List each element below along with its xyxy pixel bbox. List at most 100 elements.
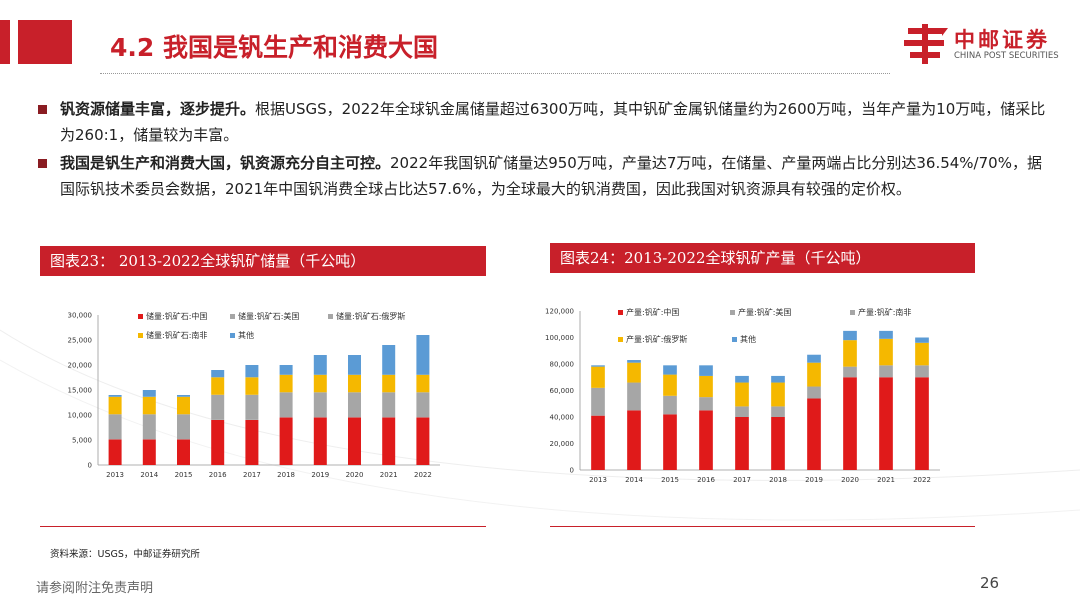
bar-segment bbox=[699, 365, 713, 376]
disclaimer-link[interactable]: 请参阅附注免责声明 bbox=[36, 581, 154, 596]
x-tick-label: 2019 bbox=[311, 471, 329, 479]
bar-segment bbox=[108, 395, 122, 397]
bar-segment bbox=[591, 387, 605, 416]
y-tick-label: 0 bbox=[570, 467, 574, 475]
x-tick-label: 2016 bbox=[209, 471, 227, 479]
bar-segment bbox=[591, 415, 605, 470]
bar-segment bbox=[177, 414, 190, 440]
x-tick-label: 2017 bbox=[733, 476, 751, 484]
logo-subtitle: CHINA POST SECURITIES bbox=[954, 51, 1059, 61]
bar-segment bbox=[211, 377, 225, 395]
x-tick-label: 2020 bbox=[346, 471, 364, 479]
bar-segment bbox=[279, 417, 293, 465]
legend-swatch bbox=[730, 310, 735, 315]
page-number: 26 bbox=[980, 574, 1000, 592]
bar-segment bbox=[735, 417, 749, 470]
bar-segment bbox=[177, 439, 190, 465]
x-tick-label: 2014 bbox=[140, 471, 158, 479]
bar-segment bbox=[279, 374, 293, 393]
y-tick-label: 5,000 bbox=[72, 437, 92, 445]
legend-swatch bbox=[850, 310, 855, 315]
y-tick-label: 15,000 bbox=[68, 387, 93, 395]
bar-segment bbox=[915, 365, 929, 378]
chart-title-reserves: 图表23： 2013-2022全球钒矿储量（千公吨） bbox=[40, 246, 486, 276]
bar-segment bbox=[663, 365, 677, 375]
logo-name: 中邮证券 bbox=[954, 28, 1050, 52]
bar-segment bbox=[663, 374, 677, 396]
bar-segment bbox=[348, 392, 361, 418]
chart-bottom-rule bbox=[40, 526, 486, 527]
x-tick-label: 2020 bbox=[841, 476, 859, 484]
bar-segment bbox=[177, 395, 190, 397]
x-tick-label: 2013 bbox=[106, 471, 124, 479]
bar-segment bbox=[348, 355, 361, 375]
header-divider bbox=[100, 73, 890, 74]
bar-segment bbox=[591, 365, 605, 367]
bar-segment bbox=[177, 396, 190, 415]
bar-segment bbox=[807, 354, 821, 363]
x-tick-label: 2021 bbox=[877, 476, 895, 484]
bar-segment bbox=[735, 406, 749, 417]
bullet-heading: 我国是钒生产和消费大国，钒资源充分自主可控。 bbox=[60, 154, 391, 172]
y-tick-label: 120,000 bbox=[545, 308, 574, 316]
bar-segment bbox=[416, 335, 430, 375]
bar-segment bbox=[771, 382, 785, 407]
y-tick-label: 40,000 bbox=[550, 414, 575, 422]
x-tick-label: 2018 bbox=[277, 471, 295, 479]
bar-segment bbox=[699, 375, 713, 398]
bullet-square-icon bbox=[38, 105, 47, 114]
source-note: 资料来源：USGS，中邮证券研究所 bbox=[50, 549, 200, 560]
bullet-square-icon bbox=[38, 159, 47, 168]
y-tick-label: 10,000 bbox=[68, 412, 93, 420]
bar-segment bbox=[699, 410, 713, 470]
y-tick-label: 20,000 bbox=[550, 440, 575, 448]
legend-swatch bbox=[618, 337, 623, 342]
bar-segment bbox=[735, 382, 749, 407]
x-tick-label: 2018 bbox=[769, 476, 787, 484]
bar-segment bbox=[627, 382, 641, 411]
legend-label: 储量:钒矿石:南非 bbox=[146, 330, 207, 340]
legend-label: 产量:钒矿:中国 bbox=[626, 307, 679, 317]
legend-swatch bbox=[230, 314, 235, 319]
bar-segment bbox=[591, 366, 605, 388]
bar-segment bbox=[807, 386, 821, 399]
bar-segment bbox=[211, 394, 225, 420]
page-title: 4.2 我国是钒生产和消费大国 bbox=[110, 33, 438, 62]
bar-segment bbox=[416, 417, 430, 465]
x-tick-label: 2016 bbox=[697, 476, 715, 484]
bar-segment bbox=[627, 410, 641, 470]
bar-segment bbox=[843, 377, 857, 470]
y-tick-label: 100,000 bbox=[545, 334, 574, 342]
bar-segment bbox=[771, 417, 785, 470]
bullet-item: 我国是钒生产和消费大国，钒资源充分自主可控。2022年我国钒矿储量达950万吨，… bbox=[38, 150, 1048, 202]
reserves-chart: 储量:钒矿石:中国 储量:钒矿石:美国 储量:钒矿石:俄罗斯 储量:钒矿石:南非 其他 0… bbox=[40, 300, 450, 485]
bar-segment bbox=[108, 414, 122, 440]
china-post-emblem-icon bbox=[904, 24, 948, 64]
bar-segment bbox=[735, 375, 749, 383]
bullet-item: 钒资源储量丰富，逐步提升。根据USGS，2022年全球钒金属储量超过6300万吨… bbox=[38, 96, 1048, 148]
x-tick-label: 2015 bbox=[175, 471, 193, 479]
header-accent-bar bbox=[0, 20, 10, 64]
company-logo: 中邮证券 CHINA POST SECURITIES bbox=[902, 22, 1072, 66]
y-tick-label: 20,000 bbox=[68, 362, 93, 370]
bar-segment bbox=[348, 417, 361, 465]
legend-label: 产量:钒矿:俄罗斯 bbox=[626, 334, 687, 344]
bar-segment bbox=[108, 439, 122, 465]
bar-segment bbox=[771, 375, 785, 383]
bar-segment bbox=[915, 377, 929, 470]
bullet-heading: 钒资源储量丰富，逐步提升。 bbox=[60, 100, 256, 118]
bar-segment bbox=[142, 390, 156, 397]
bar-segment bbox=[142, 439, 156, 465]
bar-segment bbox=[699, 397, 713, 411]
legend-label: 产量:钒矿:美国 bbox=[738, 307, 791, 317]
bar-segment bbox=[313, 417, 327, 465]
bar-segment bbox=[879, 330, 893, 339]
bar-segment bbox=[879, 377, 893, 470]
bar-segment bbox=[627, 362, 641, 383]
bar-segment bbox=[245, 365, 259, 378]
bar-segment bbox=[279, 365, 293, 375]
bar-segment bbox=[843, 340, 857, 367]
header-accent-box bbox=[18, 20, 72, 64]
bar-segment bbox=[245, 420, 259, 465]
